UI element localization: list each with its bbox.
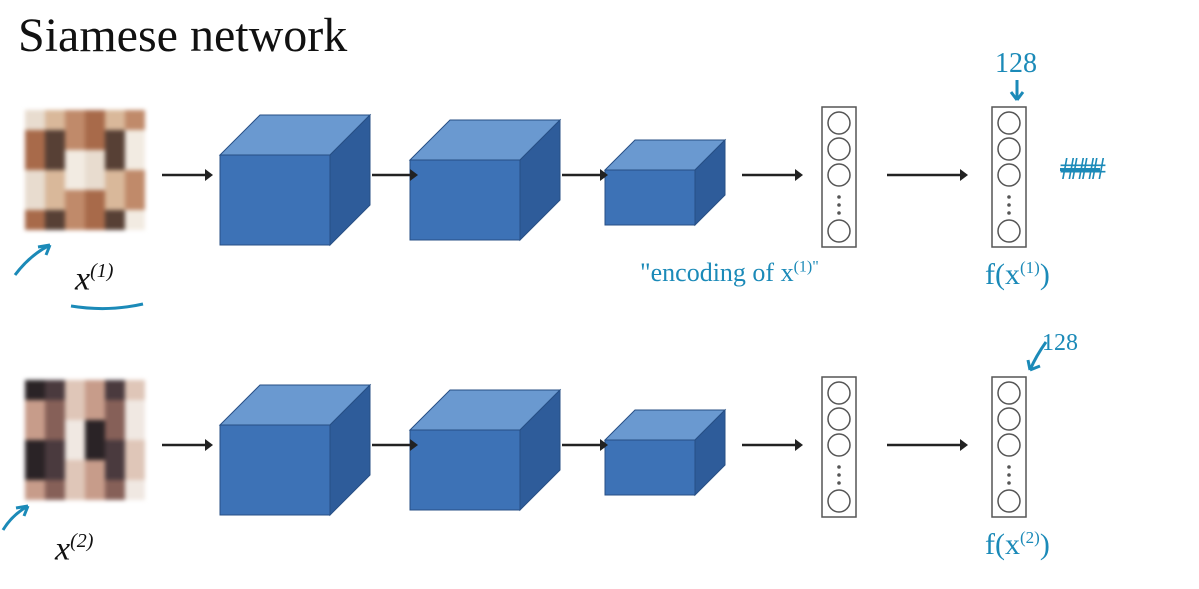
arrow-1-3 <box>740 165 805 185</box>
encoding-text: "encoding of x <box>640 258 794 287</box>
dim-arrow-bot <box>1022 338 1052 378</box>
underline-x1 <box>68 300 148 314</box>
x1-sup: (1) <box>90 260 113 282</box>
conv-block-2a <box>215 380 385 530</box>
fc-layer-2b <box>990 375 1030 520</box>
conv-block-2c <box>600 405 750 525</box>
arrow-1-0 <box>160 165 215 185</box>
arrow-2-1 <box>370 435 420 455</box>
conv-block-1c <box>600 135 750 255</box>
arrow-2-0 <box>160 435 215 455</box>
f2-b: (2) <box>1020 528 1040 547</box>
f1-b: (1) <box>1020 258 1040 277</box>
label-x1: x(1) <box>75 260 113 298</box>
encoding-sup: (1)" <box>794 258 819 275</box>
arrow-1-4 <box>885 165 970 185</box>
encoding-label: "encoding of x(1)" <box>640 258 819 288</box>
arrow-2-4 <box>885 435 970 455</box>
arrow-1-2 <box>560 165 610 185</box>
f1-a: f(x <box>985 258 1020 291</box>
scribble-text: #### <box>1060 150 1100 186</box>
f2-a: f(x <box>985 528 1020 561</box>
x2-sup: (2) <box>70 530 93 552</box>
f2-c: ) <box>1040 528 1050 561</box>
fc-layer-1b <box>990 105 1030 250</box>
arrow-2-2 <box>560 435 610 455</box>
fx1-label: f(x(1)) <box>985 258 1050 292</box>
hand-arrow-x2 <box>0 500 40 540</box>
hand-arrow-x1 <box>10 235 70 285</box>
fc-layer-1a <box>820 105 860 250</box>
label-x2: x(2) <box>55 530 93 568</box>
x1-base: x <box>75 260 90 297</box>
scribble-icon: #### <box>1060 150 1100 187</box>
conv-block-1a <box>215 110 385 260</box>
f1-c: ) <box>1040 258 1050 291</box>
dim-arrow-top <box>1005 78 1029 108</box>
arrow-2-3 <box>740 435 805 455</box>
arrow-1-1 <box>370 165 420 185</box>
dim-label-128-top: 128 <box>995 48 1037 80</box>
fx2-label: f(x(2)) <box>985 528 1050 562</box>
input-image-1 <box>25 110 145 230</box>
page-title: Siamese network <box>18 8 347 63</box>
conv-block-1b <box>405 115 575 265</box>
x2-base: x <box>55 530 70 567</box>
input-image-2 <box>25 380 145 500</box>
conv-block-2b <box>405 385 575 535</box>
fc-layer-2a <box>820 375 860 520</box>
